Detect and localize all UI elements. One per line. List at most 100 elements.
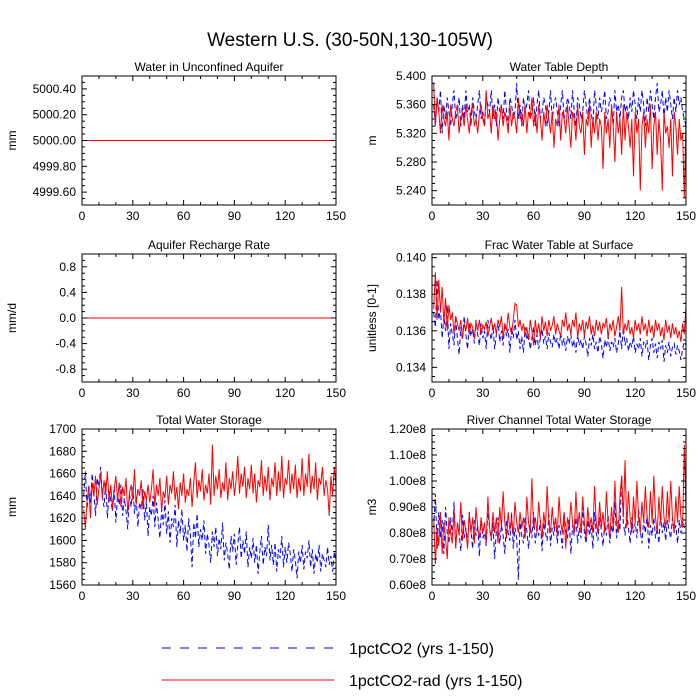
x-tick-label: 90 bbox=[578, 209, 592, 223]
plot-frame bbox=[431, 253, 687, 383]
x-tick-label: 150 bbox=[676, 386, 696, 400]
x-tick-label: 90 bbox=[228, 589, 242, 603]
x-tick-label: 60 bbox=[177, 386, 191, 400]
x-tick-label: 30 bbox=[126, 386, 140, 400]
panel-3: Aquifer Recharge Rate mm/d 0 30 60 90 120 150 -0… bbox=[5, 238, 346, 400]
y-tick-label: 1680 bbox=[49, 444, 76, 458]
x-tick-label: 0 bbox=[429, 589, 436, 603]
x-tick-label: 150 bbox=[326, 209, 346, 223]
series-group bbox=[433, 444, 686, 580]
y-tick-label: 5000.20 bbox=[33, 108, 77, 122]
y-tick-label: 1.00e8 bbox=[389, 474, 426, 488]
x-tick-label: 120 bbox=[275, 386, 295, 400]
y-tick-label: 1620 bbox=[49, 511, 76, 525]
panel-6: River Channel Total Water Storage m3 0 30 60… bbox=[365, 413, 696, 603]
y-tick-label: 5000.00 bbox=[33, 134, 77, 148]
x-tick-label: 60 bbox=[527, 589, 541, 603]
x-tick-label: 120 bbox=[625, 589, 645, 603]
panel-4: Frac Water Table at Surface unitless [0-1… bbox=[365, 238, 696, 400]
y-tick-label: 1660 bbox=[49, 467, 76, 481]
panel-title: Water in Unconfined Aquifer bbox=[135, 60, 284, 74]
panel-1: Water in Unconfined Aquifer mm 0 30 60 90 120 1… bbox=[5, 60, 346, 223]
series-group bbox=[83, 444, 336, 579]
panel-title: Aquifer Recharge Rate bbox=[148, 238, 270, 252]
y-tick-label: 0.90e8 bbox=[389, 500, 426, 514]
panel-5: Total Water Storage mm 0 30 60 90 120 150 1560 15… bbox=[5, 413, 346, 603]
series-1pctco2-rad-line bbox=[433, 272, 686, 346]
y-tick-label: 0.140 bbox=[396, 251, 426, 265]
y-tick-label: 0.70e8 bbox=[389, 552, 426, 566]
y-axis-label: m bbox=[365, 136, 379, 146]
panel-title: Water Table Depth bbox=[510, 60, 609, 74]
y-tick-label: 0.4 bbox=[59, 285, 76, 299]
y-tick-label: 5.320 bbox=[396, 126, 426, 140]
x-tick-label: 150 bbox=[676, 589, 696, 603]
x-tick-label: 150 bbox=[676, 209, 696, 223]
y-tick-label: 5.240 bbox=[396, 184, 426, 198]
y-tick-label: 1580 bbox=[49, 556, 76, 570]
y-axis-label: unitless [0-1] bbox=[365, 284, 379, 352]
panel-title: River Channel Total Water Storage bbox=[467, 413, 652, 427]
series-1pctco2-line bbox=[83, 466, 336, 579]
y-tick-label: 1.10e8 bbox=[389, 448, 426, 462]
panel-2: Water Table Depth m 0 30 60 90 120 150 5.240 5.28… bbox=[365, 60, 696, 223]
legend-label: 1pctCO2 (yrs 1-150) bbox=[349, 641, 494, 658]
x-tick-label: 30 bbox=[126, 209, 140, 223]
x-tick-label: 90 bbox=[578, 589, 592, 603]
y-axis-label: mm bbox=[5, 131, 19, 151]
x-tick-label: 120 bbox=[275, 589, 295, 603]
x-tick-label: 120 bbox=[275, 209, 295, 223]
panel-title: Total Water Storage bbox=[156, 413, 262, 427]
y-tick-label: 5.400 bbox=[396, 69, 426, 83]
plot-frame bbox=[431, 75, 687, 206]
y-tick-label: 1600 bbox=[49, 533, 76, 547]
x-tick-label: 150 bbox=[326, 589, 346, 603]
series-1pctco2-rad-line bbox=[433, 83, 686, 198]
x-tick-label: 30 bbox=[476, 589, 490, 603]
x-tick-label: 120 bbox=[625, 209, 645, 223]
y-tick-label: 5.280 bbox=[396, 155, 426, 169]
x-tick-label: 0 bbox=[79, 386, 86, 400]
x-tick-label: 120 bbox=[625, 386, 645, 400]
y-tick-label: 5000.40 bbox=[33, 82, 77, 96]
y-tick-label: 0.0 bbox=[59, 311, 76, 325]
x-tick-label: 30 bbox=[126, 589, 140, 603]
x-tick-label: 0 bbox=[429, 386, 436, 400]
series-1pctco2-rad-line bbox=[433, 444, 686, 565]
figure-title: Western U.S. (30-50N,130-105W) bbox=[207, 30, 493, 51]
x-tick-label: 60 bbox=[527, 209, 541, 223]
y-axis-label: mm/d bbox=[5, 303, 19, 333]
series-group bbox=[433, 83, 686, 198]
y-tick-label: -0.8 bbox=[55, 362, 76, 376]
x-tick-label: 0 bbox=[79, 589, 86, 603]
y-tick-label: 1640 bbox=[49, 489, 76, 503]
y-tick-label: 0.138 bbox=[396, 287, 426, 301]
y-tick-label: 1560 bbox=[49, 578, 76, 592]
x-tick-label: 30 bbox=[476, 386, 490, 400]
y-tick-label: 0.136 bbox=[396, 324, 426, 338]
panel-title: Frac Water Table at Surface bbox=[485, 238, 634, 252]
y-tick-label: 0.80e8 bbox=[389, 526, 426, 540]
legend-label: 1pctCO2-rad (yrs 1-150) bbox=[349, 673, 522, 690]
x-tick-label: 30 bbox=[476, 209, 490, 223]
panels: Water in Unconfined Aquifer mm 0 30 60 90 120 1… bbox=[5, 60, 696, 603]
y-tick-label: -0.4 bbox=[55, 337, 76, 351]
x-tick-label: 0 bbox=[79, 209, 86, 223]
y-tick-label: 0.134 bbox=[396, 360, 426, 374]
y-tick-label: 4999.80 bbox=[33, 159, 77, 173]
x-tick-label: 90 bbox=[578, 386, 592, 400]
x-tick-label: 90 bbox=[228, 386, 242, 400]
y-tick-label: 1700 bbox=[49, 422, 76, 436]
legend: 1pctCO2 (yrs 1-150) 1pctCO2-rad (yrs 1-15… bbox=[162, 641, 522, 690]
y-axis-label: mm bbox=[5, 497, 19, 517]
x-tick-label: 90 bbox=[228, 209, 242, 223]
x-tick-label: 60 bbox=[527, 386, 541, 400]
y-tick-label: 4999.60 bbox=[33, 185, 77, 199]
y-axis-label: m3 bbox=[365, 498, 379, 515]
x-tick-label: 150 bbox=[326, 386, 346, 400]
x-tick-label: 0 bbox=[429, 209, 436, 223]
series-1pctco2-line bbox=[433, 279, 686, 362]
y-tick-label: 5.360 bbox=[396, 98, 426, 112]
x-tick-label: 60 bbox=[177, 209, 191, 223]
